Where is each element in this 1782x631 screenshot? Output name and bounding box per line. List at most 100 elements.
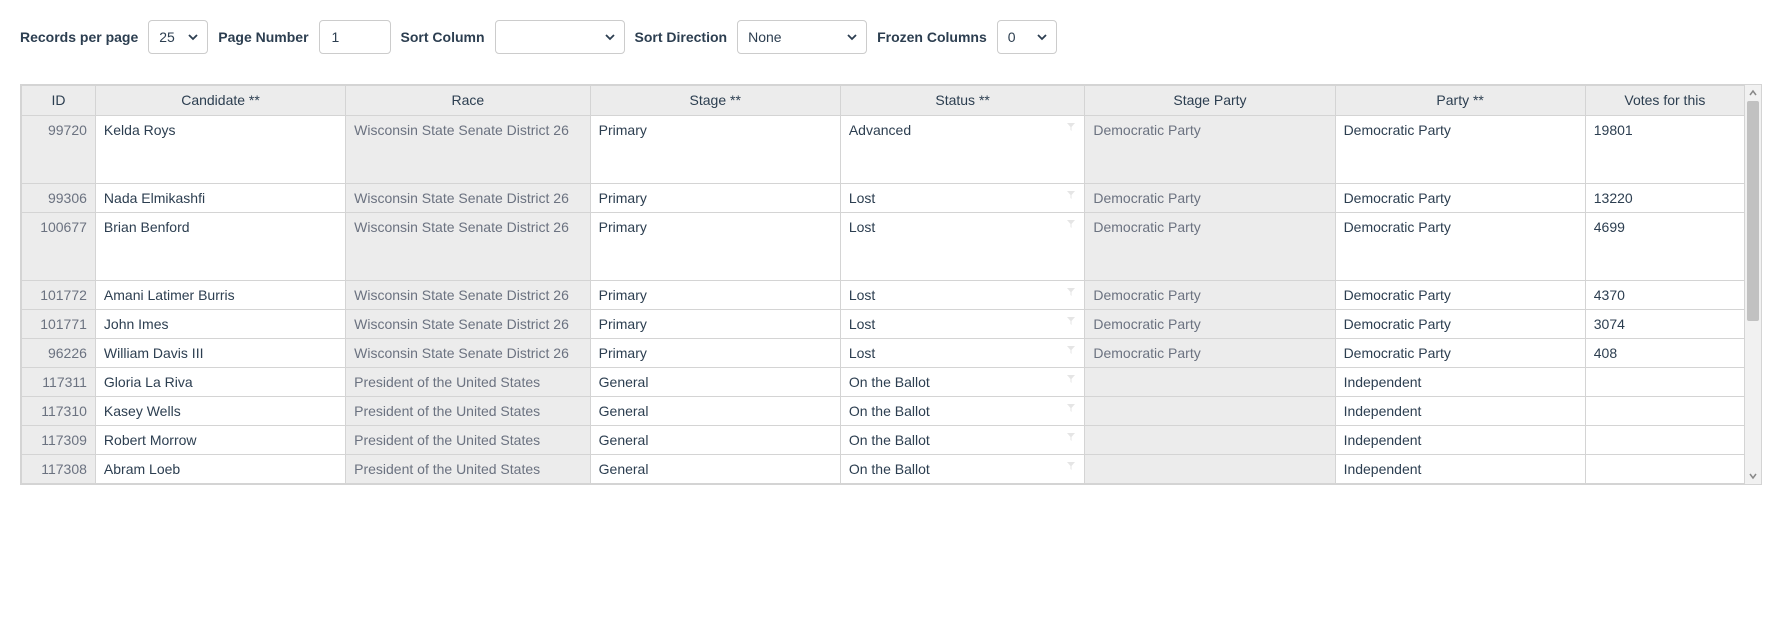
filter-icon[interactable] <box>1066 122 1076 132</box>
records-per-page-select[interactable]: 25 <box>148 20 208 54</box>
table-cell[interactable]: Democratic Party <box>1335 281 1585 310</box>
filter-icon[interactable] <box>1066 345 1076 355</box>
table-cell[interactable]: Primary <box>590 116 840 184</box>
table-cell[interactable]: Kelda Roys <box>95 116 345 184</box>
table-cell[interactable]: Wisconsin State Senate District 26 <box>346 213 591 281</box>
scrollbar-track[interactable] <box>1745 101 1761 468</box>
table-cell[interactable]: Gloria La Riva <box>95 368 345 397</box>
filter-icon[interactable] <box>1066 316 1076 326</box>
table-cell[interactable]: President of the United States <box>346 426 591 455</box>
table-cell[interactable]: Primary <box>590 213 840 281</box>
table-cell[interactable]: 101771 <box>22 310 96 339</box>
table-cell[interactable]: 4699 <box>1585 213 1744 281</box>
table-cell[interactable] <box>1085 397 1335 426</box>
table-cell[interactable]: On the Ballot <box>840 455 1085 484</box>
column-header[interactable]: Stage ** <box>590 86 840 116</box>
table-cell[interactable] <box>1585 455 1744 484</box>
table-cell[interactable] <box>1585 397 1744 426</box>
table-cell[interactable] <box>1585 368 1744 397</box>
table-cell[interactable]: Advanced <box>840 116 1085 184</box>
table-cell[interactable]: Democratic Party <box>1335 213 1585 281</box>
column-header[interactable]: Race <box>346 86 591 116</box>
table-cell[interactable]: Brian Benford <box>95 213 345 281</box>
frozen-columns-select[interactable]: 0 <box>997 20 1057 54</box>
table-cell[interactable]: Democratic Party <box>1085 184 1335 213</box>
table-cell[interactable]: Primary <box>590 184 840 213</box>
table-cell[interactable]: Democratic Party <box>1085 116 1335 184</box>
table-cell[interactable] <box>1585 426 1744 455</box>
table-cell[interactable]: 96226 <box>22 339 96 368</box>
table-cell[interactable]: Robert Morrow <box>95 426 345 455</box>
table-cell[interactable]: William Davis III <box>95 339 345 368</box>
page-number-input[interactable] <box>330 28 380 46</box>
table-cell[interactable]: Democratic Party <box>1085 213 1335 281</box>
table-cell[interactable]: President of the United States <box>346 397 591 426</box>
filter-icon[interactable] <box>1066 190 1076 200</box>
filter-icon[interactable] <box>1066 219 1076 229</box>
filter-icon[interactable] <box>1066 403 1076 413</box>
column-header[interactable]: Candidate ** <box>95 86 345 116</box>
table-cell[interactable]: 4370 <box>1585 281 1744 310</box>
table-cell[interactable]: Independent <box>1335 426 1585 455</box>
table-cell[interactable]: 408 <box>1585 339 1744 368</box>
table-cell[interactable]: Wisconsin State Senate District 26 <box>346 310 591 339</box>
table-cell[interactable]: Lost <box>840 281 1085 310</box>
table-cell[interactable]: Lost <box>840 339 1085 368</box>
table-cell[interactable]: Independent <box>1335 397 1585 426</box>
table-cell[interactable]: Primary <box>590 310 840 339</box>
table-cell[interactable]: Abram Loeb <box>95 455 345 484</box>
table-cell[interactable]: 19801 <box>1585 116 1744 184</box>
table-cell[interactable]: Democratic Party <box>1085 281 1335 310</box>
table-cell[interactable]: Wisconsin State Senate District 26 <box>346 116 591 184</box>
table-cell[interactable]: 117311 <box>22 368 96 397</box>
table-cell[interactable]: On the Ballot <box>840 368 1085 397</box>
table-cell[interactable]: President of the United States <box>346 368 591 397</box>
table-cell[interactable]: Democratic Party <box>1335 310 1585 339</box>
table-cell[interactable]: 100677 <box>22 213 96 281</box>
table-cell[interactable]: John Imes <box>95 310 345 339</box>
sort-direction-select[interactable]: None <box>737 20 867 54</box>
table-cell[interactable]: 117309 <box>22 426 96 455</box>
table-cell[interactable]: 117308 <box>22 455 96 484</box>
table-cell[interactable]: Wisconsin State Senate District 26 <box>346 339 591 368</box>
table-cell[interactable]: Democratic Party <box>1085 339 1335 368</box>
table-cell[interactable]: Democratic Party <box>1335 116 1585 184</box>
filter-icon[interactable] <box>1066 461 1076 471</box>
table-cell[interactable]: On the Ballot <box>840 426 1085 455</box>
table-cell[interactable]: Primary <box>590 339 840 368</box>
table-cell[interactable]: 101772 <box>22 281 96 310</box>
table-cell[interactable]: 3074 <box>1585 310 1744 339</box>
column-header[interactable]: ID <box>22 86 96 116</box>
table-cell[interactable]: Democratic Party <box>1335 184 1585 213</box>
table-cell[interactable]: General <box>590 368 840 397</box>
vertical-scrollbar[interactable] <box>1745 85 1761 484</box>
column-header[interactable]: Stage Party <box>1085 86 1335 116</box>
table-cell[interactable]: 99720 <box>22 116 96 184</box>
table-cell[interactable]: President of the United States <box>346 455 591 484</box>
table-cell[interactable]: General <box>590 426 840 455</box>
table-cell[interactable]: Lost <box>840 184 1085 213</box>
filter-icon[interactable] <box>1066 287 1076 297</box>
table-cell[interactable]: Nada Elmikashfi <box>95 184 345 213</box>
table-cell[interactable]: 99306 <box>22 184 96 213</box>
table-cell[interactable]: On the Ballot <box>840 397 1085 426</box>
table-cell[interactable] <box>1085 426 1335 455</box>
table-cell[interactable]: Primary <box>590 281 840 310</box>
table-cell[interactable]: Wisconsin State Senate District 26 <box>346 184 591 213</box>
table-cell[interactable]: Democratic Party <box>1085 310 1335 339</box>
table-cell[interactable] <box>1085 368 1335 397</box>
table-cell[interactable]: Lost <box>840 310 1085 339</box>
filter-icon[interactable] <box>1066 374 1076 384</box>
filter-icon[interactable] <box>1066 432 1076 442</box>
table-cell[interactable]: Amani Latimer Burris <box>95 281 345 310</box>
column-header[interactable]: Status ** <box>840 86 1085 116</box>
table-cell[interactable]: 117310 <box>22 397 96 426</box>
table-cell[interactable]: Independent <box>1335 455 1585 484</box>
table-cell[interactable]: Lost <box>840 213 1085 281</box>
column-header[interactable]: Votes for this <box>1585 86 1744 116</box>
scroll-down-icon[interactable] <box>1745 468 1761 484</box>
table-cell[interactable]: 13220 <box>1585 184 1744 213</box>
table-cell[interactable]: Wisconsin State Senate District 26 <box>346 281 591 310</box>
table-cell[interactable]: Kasey Wells <box>95 397 345 426</box>
table-cell[interactable]: Democratic Party <box>1335 339 1585 368</box>
